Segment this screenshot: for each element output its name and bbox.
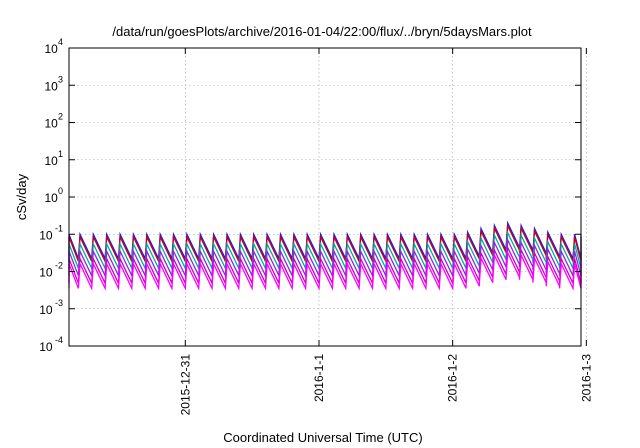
series-line-6	[68, 250, 582, 291]
y-tick-base: 10	[44, 79, 58, 93]
y-tick-label: -210	[39, 261, 63, 280]
x-tick-label: 2016-1-2	[446, 354, 460, 402]
y-tick-label: -310	[39, 298, 63, 317]
y-tick-label: 310	[44, 74, 63, 93]
y-tick-base: 10	[44, 117, 58, 131]
y-axis-label: cSv/day	[14, 173, 29, 220]
y-tick-exponent: -3	[55, 298, 63, 308]
y-tick-base: 10	[39, 228, 53, 242]
chart-title: /data/run/goesPlots/archive/2016-01-04/2…	[112, 24, 532, 39]
y-tick-base: 10	[39, 266, 53, 280]
y-tick-label: 210	[44, 112, 63, 131]
y-tick-exponent: 2	[58, 112, 63, 122]
y-tick-base: 10	[44, 154, 58, 168]
x-tick-label: 2015-12-31	[178, 354, 192, 416]
y-tick-exponent: 1	[58, 149, 63, 159]
y-tick-base: 10	[39, 303, 53, 317]
y-tick-label: 410	[44, 37, 63, 56]
y-tick-exponent: -4	[55, 335, 63, 345]
y-tick-exponent: 4	[58, 37, 63, 47]
y-tick-exponent: -2	[55, 261, 63, 271]
x-axis-label: Coordinated Universal Time (UTC)	[223, 430, 422, 445]
y-tick-label: -110	[39, 223, 63, 242]
y-tick-exponent: 0	[58, 186, 63, 196]
y-tick-base: 10	[44, 42, 58, 56]
x-axis: 2015-12-312016-1-12016-1-22016-1-32016-1…	[178, 48, 593, 416]
grid	[69, 48, 587, 346]
y-tick-label: -410	[39, 335, 63, 354]
x-tick-label: 2016-1-1	[312, 354, 326, 402]
y-tick-exponent: -1	[55, 223, 63, 233]
y-tick-base: 10	[39, 340, 53, 354]
x-tick-label: 2016-1-3	[579, 354, 593, 402]
y-tick-base: 10	[44, 191, 58, 205]
y-tick-label: 110	[44, 149, 63, 168]
series-layer	[68, 220, 582, 291]
y-tick-exponent: 3	[58, 74, 63, 84]
y-tick-label: 010	[44, 186, 63, 205]
